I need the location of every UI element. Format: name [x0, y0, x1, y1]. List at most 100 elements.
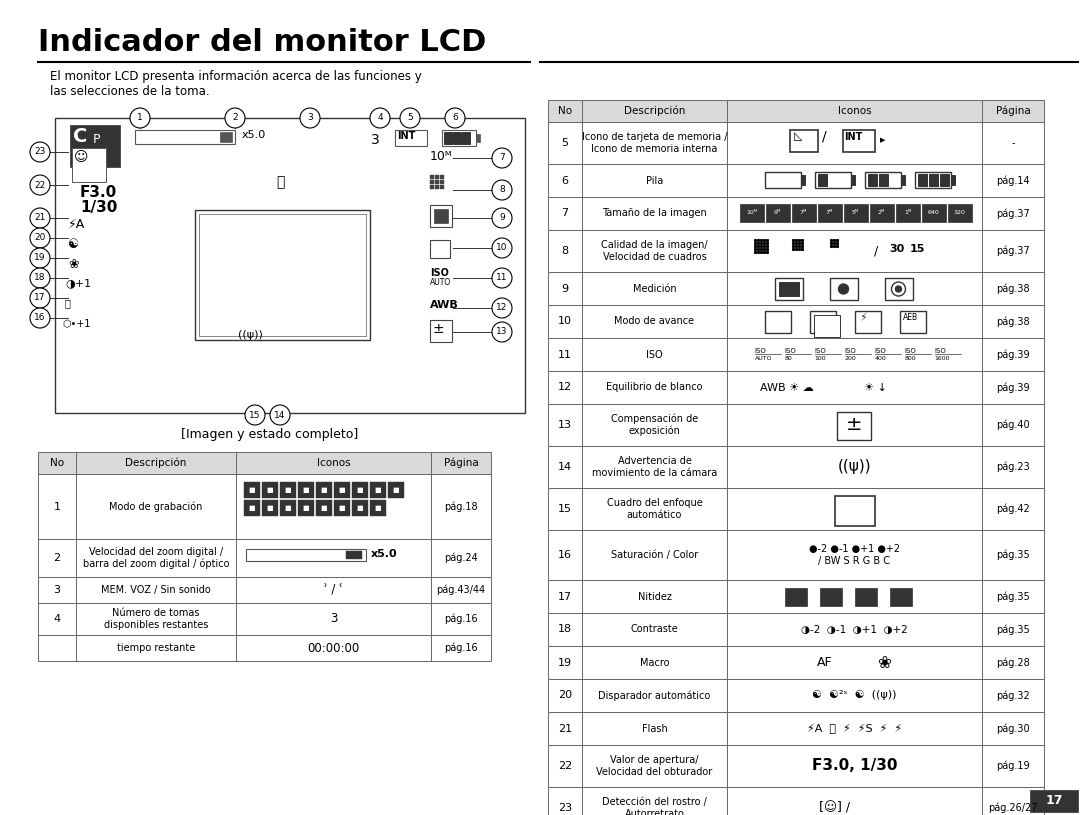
Bar [548, 338, 1044, 371]
Bar [435, 185, 438, 189]
Bar [334, 482, 350, 498]
Text: 15: 15 [909, 244, 924, 254]
Bar [246, 549, 366, 561]
Text: 17: 17 [35, 293, 45, 302]
Text: ISO: ISO [905, 348, 916, 354]
Bar [444, 132, 453, 144]
Bar [370, 500, 386, 516]
Bar [851, 175, 854, 185]
Bar [766, 204, 789, 222]
Text: Iconos: Iconos [316, 458, 350, 468]
Text: 9: 9 [499, 214, 504, 222]
Bar [1030, 790, 1078, 812]
Bar [430, 240, 450, 258]
Bar [854, 311, 880, 333]
Bar [334, 500, 350, 516]
Bar [195, 210, 370, 340]
Circle shape [492, 268, 512, 288]
Text: 14: 14 [274, 411, 286, 420]
Text: AF: AF [816, 656, 833, 669]
Text: Nitidez: Nitidez [637, 592, 672, 601]
Circle shape [492, 180, 512, 200]
Text: 800: 800 [905, 356, 916, 361]
Text: pág.32: pág.32 [996, 690, 1030, 701]
Bar [548, 712, 1044, 745]
Bar [765, 172, 800, 188]
Text: ((ψ)): ((ψ)) [238, 330, 262, 340]
Text: 23: 23 [558, 803, 572, 813]
Text: 3: 3 [54, 585, 60, 595]
Bar [38, 474, 491, 539]
Bar [435, 180, 438, 184]
Text: pág.30: pág.30 [996, 723, 1030, 734]
Text: Valor de apertura/
Velocidad del obturador: Valor de apertura/ Velocidad del obturad… [596, 756, 713, 777]
Text: Descripción: Descripción [624, 106, 685, 117]
Text: 20: 20 [35, 234, 45, 243]
Bar [950, 175, 955, 185]
Bar [72, 148, 106, 182]
Text: ❀: ❀ [68, 258, 79, 271]
Text: ■: ■ [285, 487, 292, 493]
Text: 12: 12 [558, 382, 572, 393]
Circle shape [30, 288, 50, 308]
Text: ■: ■ [339, 487, 346, 493]
Bar [548, 787, 1044, 815]
Text: AUTO: AUTO [755, 356, 772, 361]
Text: P: P [93, 133, 100, 146]
Circle shape [30, 175, 50, 195]
Circle shape [895, 286, 902, 292]
Text: pág.35: pág.35 [996, 624, 1030, 635]
Text: ❀: ❀ [878, 654, 891, 672]
Circle shape [492, 298, 512, 318]
Text: /: / [875, 244, 882, 258]
Bar [915, 172, 950, 188]
Text: 640: 640 [928, 210, 940, 215]
Text: pág.24: pág.24 [444, 553, 477, 563]
Text: 18: 18 [558, 624, 572, 635]
Text: Modo de avance: Modo de avance [615, 316, 694, 327]
Text: Compensación de
exposición: Compensación de exposición [611, 414, 698, 436]
Text: pág.39: pág.39 [996, 382, 1030, 393]
Circle shape [400, 108, 420, 128]
Bar [548, 230, 1044, 272]
Text: ⚡A  👁  ⚡  ⚡S  ⚡  ⚡: ⚡A 👁 ⚡ ⚡S ⚡ ⚡ [807, 724, 902, 734]
Text: ■: ■ [375, 487, 381, 493]
Bar [901, 175, 905, 185]
Bar [430, 205, 453, 227]
Bar [818, 174, 826, 186]
Bar [220, 132, 232, 142]
Bar [442, 130, 476, 146]
Text: 00:00:00: 00:00:00 [308, 641, 360, 654]
Text: pág.40: pág.40 [996, 420, 1030, 430]
Bar [789, 130, 818, 152]
Bar [38, 539, 491, 577]
Text: 10ᴹ: 10ᴹ [430, 150, 453, 163]
Text: 2: 2 [53, 553, 60, 563]
Text: AUTO: AUTO [430, 278, 451, 287]
Text: 6: 6 [562, 175, 568, 186]
Text: Advertencia de
movimiento de la cámara: Advertencia de movimiento de la cámara [592, 456, 717, 478]
Text: 22: 22 [35, 180, 45, 190]
Text: ISO: ISO [845, 348, 856, 354]
Bar [548, 679, 1044, 712]
Text: 15: 15 [249, 411, 260, 420]
Bar [548, 488, 1044, 530]
Text: Macro: Macro [639, 658, 670, 667]
Bar [435, 175, 438, 179]
Circle shape [130, 108, 150, 128]
Bar [779, 282, 798, 296]
Text: Detección del rostro /
Autorretrato: Detección del rostro / Autorretrato [602, 797, 707, 815]
Text: 9ᴹ: 9ᴹ [773, 210, 781, 215]
Text: ◑-2  ◑-1  ◑+1  ◑+2: ◑-2 ◑-1 ◑+1 ◑+2 [801, 624, 908, 635]
Text: pág.38: pág.38 [996, 316, 1030, 327]
Text: ▶: ▶ [879, 137, 885, 143]
Text: x5.0: x5.0 [242, 130, 267, 140]
Text: 1/30: 1/30 [80, 200, 118, 215]
Text: pág.14: pág.14 [996, 175, 1030, 186]
Text: No: No [558, 106, 572, 116]
Text: Iconos: Iconos [838, 106, 872, 116]
Text: 6: 6 [453, 113, 458, 122]
Text: 16: 16 [35, 314, 45, 323]
Text: ±: ± [847, 416, 863, 434]
Circle shape [30, 228, 50, 248]
